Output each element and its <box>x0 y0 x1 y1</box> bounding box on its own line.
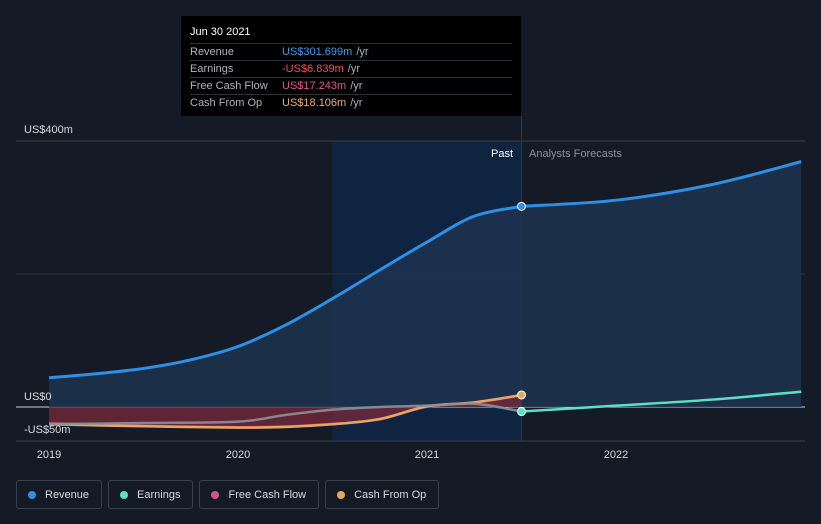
legend-item-revenue[interactable]: Revenue <box>16 480 103 509</box>
forecast-marker: Analysts Forecasts <box>529 148 622 160</box>
x-tick-label-2019: 2019 <box>37 449 61 461</box>
y-label-top: US$400m <box>24 124 73 136</box>
tooltip-value: US$17.243m <box>282 80 347 92</box>
tooltip-row-earnings: Earnings -US$6.839m /yr <box>190 61 512 78</box>
tooltip-label: Revenue <box>190 46 235 58</box>
free-cash-flow-area <box>49 395 522 427</box>
revenue-area <box>49 161 802 407</box>
y-label-zero: US$0 <box>24 391 52 403</box>
tooltip-label: Cash From Op <box>190 97 263 109</box>
y-label-bottom: -US$50m <box>24 424 70 436</box>
revenue-dot-icon <box>28 490 36 499</box>
legend-label: Earnings <box>137 488 181 501</box>
chart-legend: Revenue Earnings Free Cash Flow Cash Fro… <box>16 480 440 509</box>
legend-item-free-cash-flow[interactable]: Free Cash Flow <box>199 480 320 509</box>
tooltip-unit: /yr <box>350 97 363 109</box>
free-cash-flow-dot-icon <box>211 490 220 499</box>
earnings-dot-icon <box>120 490 129 499</box>
x-tick-label-2022: 2022 <box>604 449 628 461</box>
tooltip-value: US$301.699m <box>282 46 353 58</box>
tooltip-date: Jun 30 2021 <box>190 24 512 44</box>
tooltip-row-free-cash-flow: Free Cash Flow US$17.243m /yr <box>190 78 512 95</box>
earnings-forecast-line <box>521 390 802 413</box>
tooltip-value: -US$6.839m <box>282 63 344 75</box>
past-marker: Past <box>491 148 513 160</box>
legend-label: Cash From Op <box>354 488 427 501</box>
hover-tooltip: Jun 30 2021 Revenue US$301.699m /yr Earn… <box>181 16 521 116</box>
revenue-point <box>517 201 526 211</box>
earnings-past-line <box>48 402 522 426</box>
tooltip-value: US$18.106m <box>282 97 347 109</box>
revenue-past-line <box>48 204 522 380</box>
tooltip-row-revenue: Revenue US$301.699m /yr <box>190 44 512 61</box>
legend-item-earnings[interactable]: Earnings <box>108 480 194 509</box>
legend-label: Free Cash Flow <box>228 488 307 501</box>
tooltip-label: Earnings <box>190 63 234 75</box>
tooltip-unit: /yr <box>350 80 363 92</box>
x-tick-label-2021: 2021 <box>415 449 439 461</box>
revenue-forecast-line <box>521 160 802 208</box>
tooltip-unit: /yr <box>356 46 369 58</box>
cash-from-op-point <box>517 390 526 400</box>
x-tick-label-2020: 2020 <box>226 449 250 461</box>
earnings-point <box>517 407 526 417</box>
cash-from-op-dot-icon <box>337 490 346 499</box>
tooltip-label: Free Cash Flow <box>190 80 268 92</box>
legend-label: Revenue <box>45 488 90 501</box>
tooltip-row-cash-from-op: Cash From Op US$18.106m /yr <box>190 95 512 111</box>
legend-item-cash-from-op[interactable]: Cash From Op <box>325 480 440 509</box>
tooltip-unit: /yr <box>347 63 360 75</box>
